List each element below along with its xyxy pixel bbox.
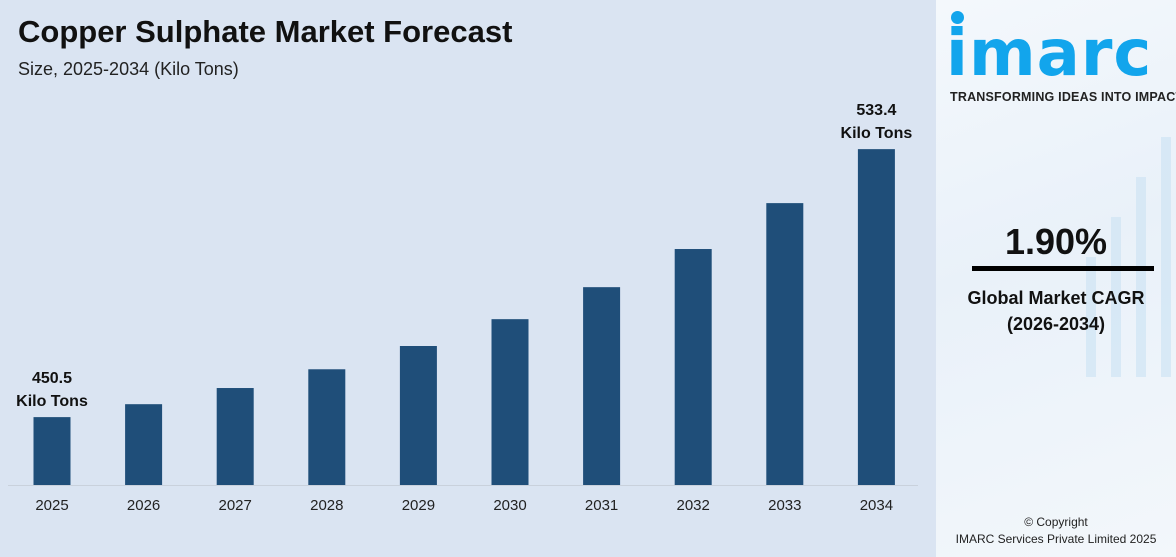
background-decoration xyxy=(1161,137,1171,377)
chart-panel: Copper Sulphate Market Forecast Size, 20… xyxy=(8,14,918,514)
imarc-logo: imarc xyxy=(946,17,1153,91)
chart-title: Copper Sulphate Market Forecast xyxy=(18,14,513,49)
cagr-period: (2026-2034) xyxy=(1006,314,1106,334)
logo-tagline: TRANSFORMING IDEAS INTO IMPACT xyxy=(950,90,1176,104)
cagr-label-text: Global Market CAGR xyxy=(967,288,1145,308)
background-decoration xyxy=(1136,177,1146,377)
x-tick-label: 2026 xyxy=(127,497,160,514)
bar-2034 xyxy=(857,149,895,485)
bar-2026 xyxy=(125,404,163,485)
logo-dot xyxy=(951,11,964,24)
copyright-owner: IMARC Services Private Limited 2025 xyxy=(955,532,1157,546)
bar-2027 xyxy=(216,388,254,485)
copyright-symbol: © Copyright xyxy=(1024,515,1088,529)
x-tick-label: 2030 xyxy=(493,497,526,514)
bar-chart: 2025 450.5 Kilo Tons 2026 2027 2028 2029 2030 20… xyxy=(8,102,918,514)
data-label-value: 450.5 xyxy=(32,370,72,387)
x-tick-label: 2029 xyxy=(402,497,435,514)
x-tick-label: 2034 xyxy=(860,497,893,514)
divider xyxy=(972,266,1154,271)
bar-2028 xyxy=(308,369,346,485)
bar-2031 xyxy=(583,287,621,485)
x-tick-label: 2031 xyxy=(585,497,618,514)
cagr-label: Global Market CAGR (2026-2034) xyxy=(936,285,1176,337)
bar-2032 xyxy=(674,249,712,485)
data-label-unit: Kilo Tons xyxy=(841,125,913,142)
x-tick-label: 2025 xyxy=(35,497,68,514)
cagr-value: 1.90% xyxy=(1004,221,1108,262)
info-sidebar: imarc TRANSFORMING IDEAS INTO IMPACT 1.9… xyxy=(936,0,1176,557)
x-tick-label: 2028 xyxy=(310,497,343,514)
x-tick-label: 2033 xyxy=(768,497,801,514)
data-label-unit: Kilo Tons xyxy=(16,393,88,410)
bar-2033 xyxy=(766,203,804,485)
background-decoration xyxy=(1086,257,1096,377)
bar-2025 xyxy=(33,417,71,485)
bar-2029 xyxy=(399,345,437,485)
chart-subtitle: Size, 2025-2034 (Kilo Tons) xyxy=(18,59,239,79)
x-tick-label: 2027 xyxy=(219,497,252,514)
x-tick-label: 2032 xyxy=(677,497,710,514)
background-decoration xyxy=(1111,217,1121,377)
bar-2030 xyxy=(491,319,529,485)
data-label-value: 533.4 xyxy=(856,102,896,119)
copyright: © Copyright IMARC Services Private Limit… xyxy=(936,514,1176,548)
